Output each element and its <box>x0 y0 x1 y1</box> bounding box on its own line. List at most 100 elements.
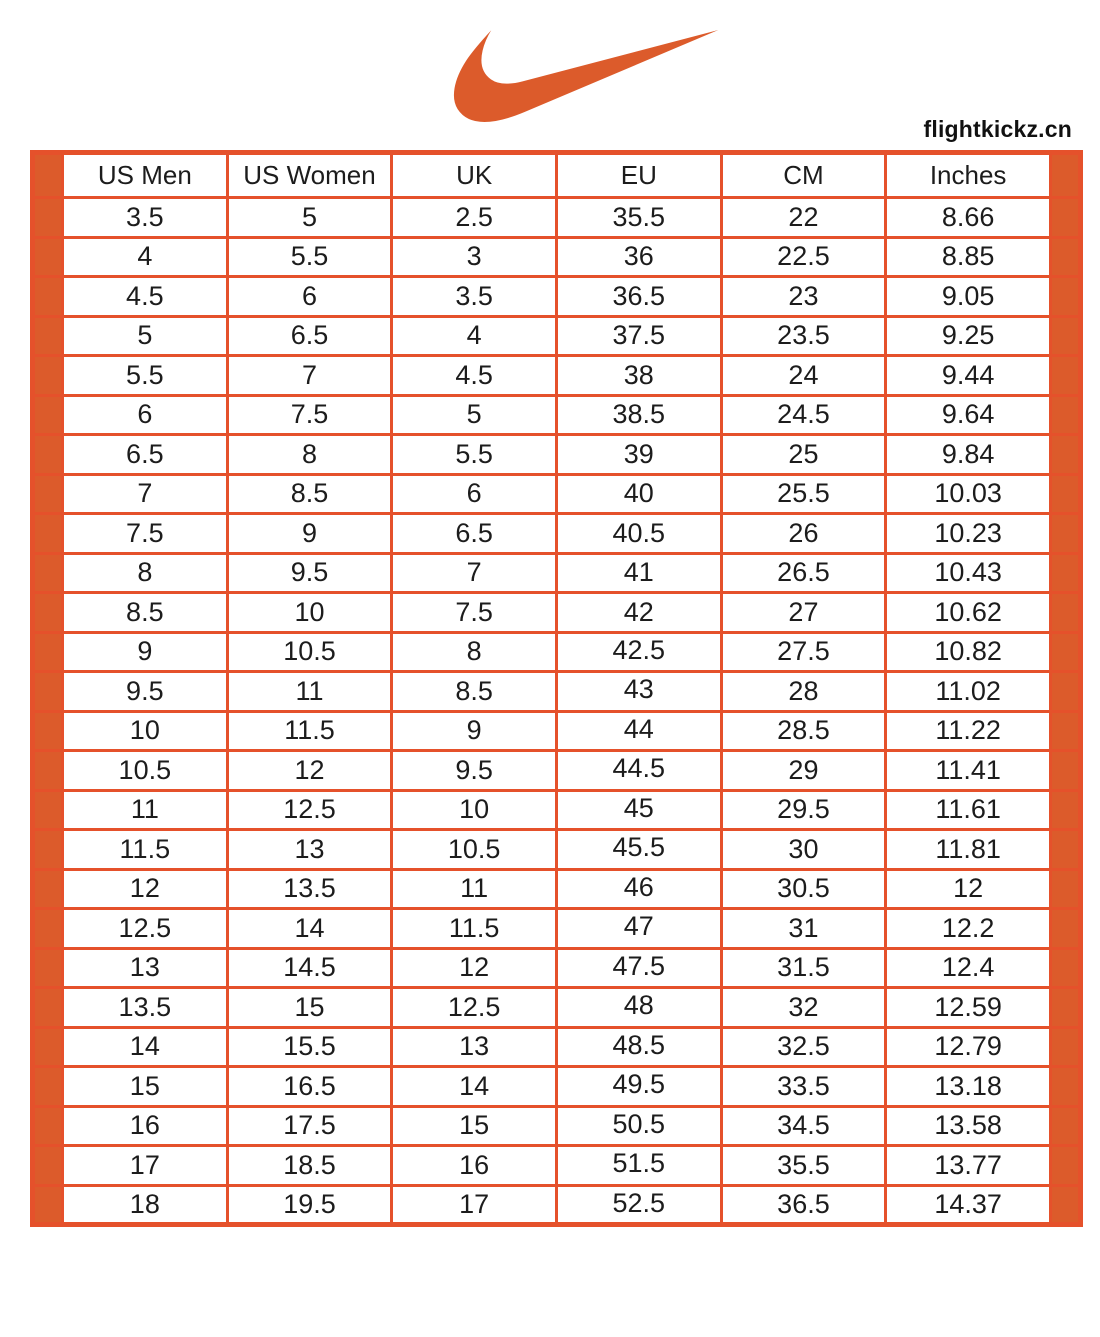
orange-cap-cell <box>1049 1183 1082 1226</box>
cell-us-men: 18 <box>61 1183 229 1226</box>
orange-cap-cell <box>31 354 64 397</box>
cell-cm: 33.5 <box>719 1065 888 1108</box>
cell-cm: 27 <box>719 591 888 634</box>
cell-us-men: 4.5 <box>61 275 229 318</box>
cell-cm: 28 <box>719 670 888 713</box>
cell-us-men: 8 <box>61 551 229 594</box>
cell-eu: 43 <box>554 670 723 713</box>
column-header-us-women: US Women <box>225 151 394 199</box>
cell-cm: 29 <box>719 749 888 792</box>
cell-us-women: 17.5 <box>225 1104 394 1147</box>
cell-eu: 42 <box>554 591 723 634</box>
cell-us-men: 5.5 <box>61 354 229 397</box>
cell-inches: 12 <box>884 867 1052 910</box>
table-row: 14 15.5 13 48.5 32.5 12.79 <box>31 1025 1082 1068</box>
cell-inches: 14.37 <box>884 1183 1052 1226</box>
cell-us-women: 12 <box>225 749 394 792</box>
table-row: 10 11.5 9 44 28.5 11.22 <box>31 709 1082 752</box>
table-row: 13.5 15 12.5 48 32 12.59 <box>31 986 1082 1029</box>
cell-cm: 31 <box>719 907 888 950</box>
table-row: 15 16.5 14 49.5 33.5 13.18 <box>31 1065 1082 1108</box>
cell-us-men: 16 <box>61 1104 229 1147</box>
orange-cap-cell <box>1049 393 1082 436</box>
cell-us-men: 5 <box>61 314 229 357</box>
cell-us-women: 6 <box>225 275 394 318</box>
cell-us-women: 15 <box>225 986 394 1029</box>
table-row: 10.5 12 9.5 44.5 29 11.41 <box>31 749 1082 792</box>
cell-eu: 40 <box>554 472 723 515</box>
cell-inches: 12.4 <box>884 946 1052 989</box>
orange-cap-cell <box>1049 630 1082 673</box>
cell-uk: 10.5 <box>390 828 558 871</box>
table-row: 8.5 10 7.5 42 27 10.62 <box>31 591 1082 634</box>
cell-us-women: 16.5 <box>225 1065 394 1108</box>
cell-cm: 22.5 <box>719 235 888 278</box>
orange-cap-cell <box>1049 354 1082 397</box>
orange-cap-cell <box>31 1065 64 1108</box>
cell-us-women: 13 <box>225 828 394 871</box>
table-row: 9 10.5 8 42.5 27.5 10.82 <box>31 630 1082 673</box>
cell-cm: 26 <box>719 512 888 555</box>
cell-cm: 24.5 <box>719 393 888 436</box>
cell-inches: 12.2 <box>884 907 1052 950</box>
cell-us-men: 11 <box>61 788 229 831</box>
orange-cap-cell <box>31 1104 64 1147</box>
cell-eu: 48.5 <box>554 1025 723 1068</box>
orange-cap-cell <box>31 749 64 792</box>
cell-eu: 36.5 <box>554 275 723 318</box>
orange-cap-cell <box>1049 235 1082 278</box>
cell-inches: 13.77 <box>884 1144 1052 1187</box>
cell-uk: 9.5 <box>390 749 558 792</box>
cell-uk: 8 <box>390 630 558 673</box>
cell-uk: 5.5 <box>390 433 558 476</box>
cell-eu: 50.5 <box>554 1104 723 1147</box>
orange-cap-cell <box>31 867 64 910</box>
cell-us-women: 14 <box>225 907 394 950</box>
table-row: 4.5 6 3.5 36.5 23 9.05 <box>31 275 1082 318</box>
orange-cap-cell <box>1049 551 1082 594</box>
orange-cap-cell <box>31 788 64 831</box>
cell-cm: 35.5 <box>719 1144 888 1187</box>
cell-inches: 9.64 <box>884 393 1052 436</box>
size-conversion-table: US Men US Women UK EU CM Inches 3.5 5 2.5 35.5 22… <box>30 150 1083 1227</box>
cell-us-women: 11.5 <box>225 709 394 752</box>
column-header-us-men: US Men <box>61 151 229 199</box>
orange-cap-cell <box>31 551 64 594</box>
orange-cap-cell <box>31 709 64 752</box>
cell-us-men: 13 <box>61 946 229 989</box>
cell-us-women: 15.5 <box>225 1025 394 1068</box>
orange-cap-cell <box>31 670 64 713</box>
cell-eu: 46 <box>554 867 723 910</box>
cell-cm: 32 <box>719 986 888 1029</box>
cell-inches: 10.62 <box>884 591 1052 634</box>
cell-uk: 7.5 <box>390 591 558 634</box>
orange-cap-cell <box>1049 472 1082 515</box>
cell-inches: 9.25 <box>884 314 1052 357</box>
orange-cap-cell <box>1049 907 1082 950</box>
cell-us-men: 12 <box>61 867 229 910</box>
orange-cap-cell <box>1049 1065 1082 1108</box>
orange-cap-cell <box>1049 986 1082 1029</box>
cell-us-women: 18.5 <box>225 1144 394 1187</box>
orange-cap-cell <box>1049 275 1082 318</box>
table-row: 7 8.5 6 40 25.5 10.03 <box>31 472 1082 515</box>
cell-us-men: 13.5 <box>61 986 229 1029</box>
nike-swoosh-logo <box>452 30 720 122</box>
table-row: 12 13.5 11 46 30.5 12 <box>31 867 1082 910</box>
table-header-row: US Men US Women UK EU CM Inches <box>31 151 1082 199</box>
orange-cap-cell <box>31 946 64 989</box>
cell-uk: 4.5 <box>390 354 558 397</box>
cell-us-men: 6.5 <box>61 433 229 476</box>
cell-uk: 15 <box>390 1104 558 1147</box>
cell-eu: 38 <box>554 354 723 397</box>
column-header-uk: UK <box>390 151 558 199</box>
cell-us-women: 9 <box>225 512 394 555</box>
cell-eu: 47 <box>554 907 723 950</box>
cell-us-women: 14.5 <box>225 946 394 989</box>
table-row: 8 9.5 7 41 26.5 10.43 <box>31 551 1082 594</box>
cell-eu: 45.5 <box>554 828 723 871</box>
orange-cap-cell <box>1049 1104 1082 1147</box>
cell-us-men: 11.5 <box>61 828 229 871</box>
cell-us-men: 14 <box>61 1025 229 1068</box>
cell-uk: 14 <box>390 1065 558 1108</box>
